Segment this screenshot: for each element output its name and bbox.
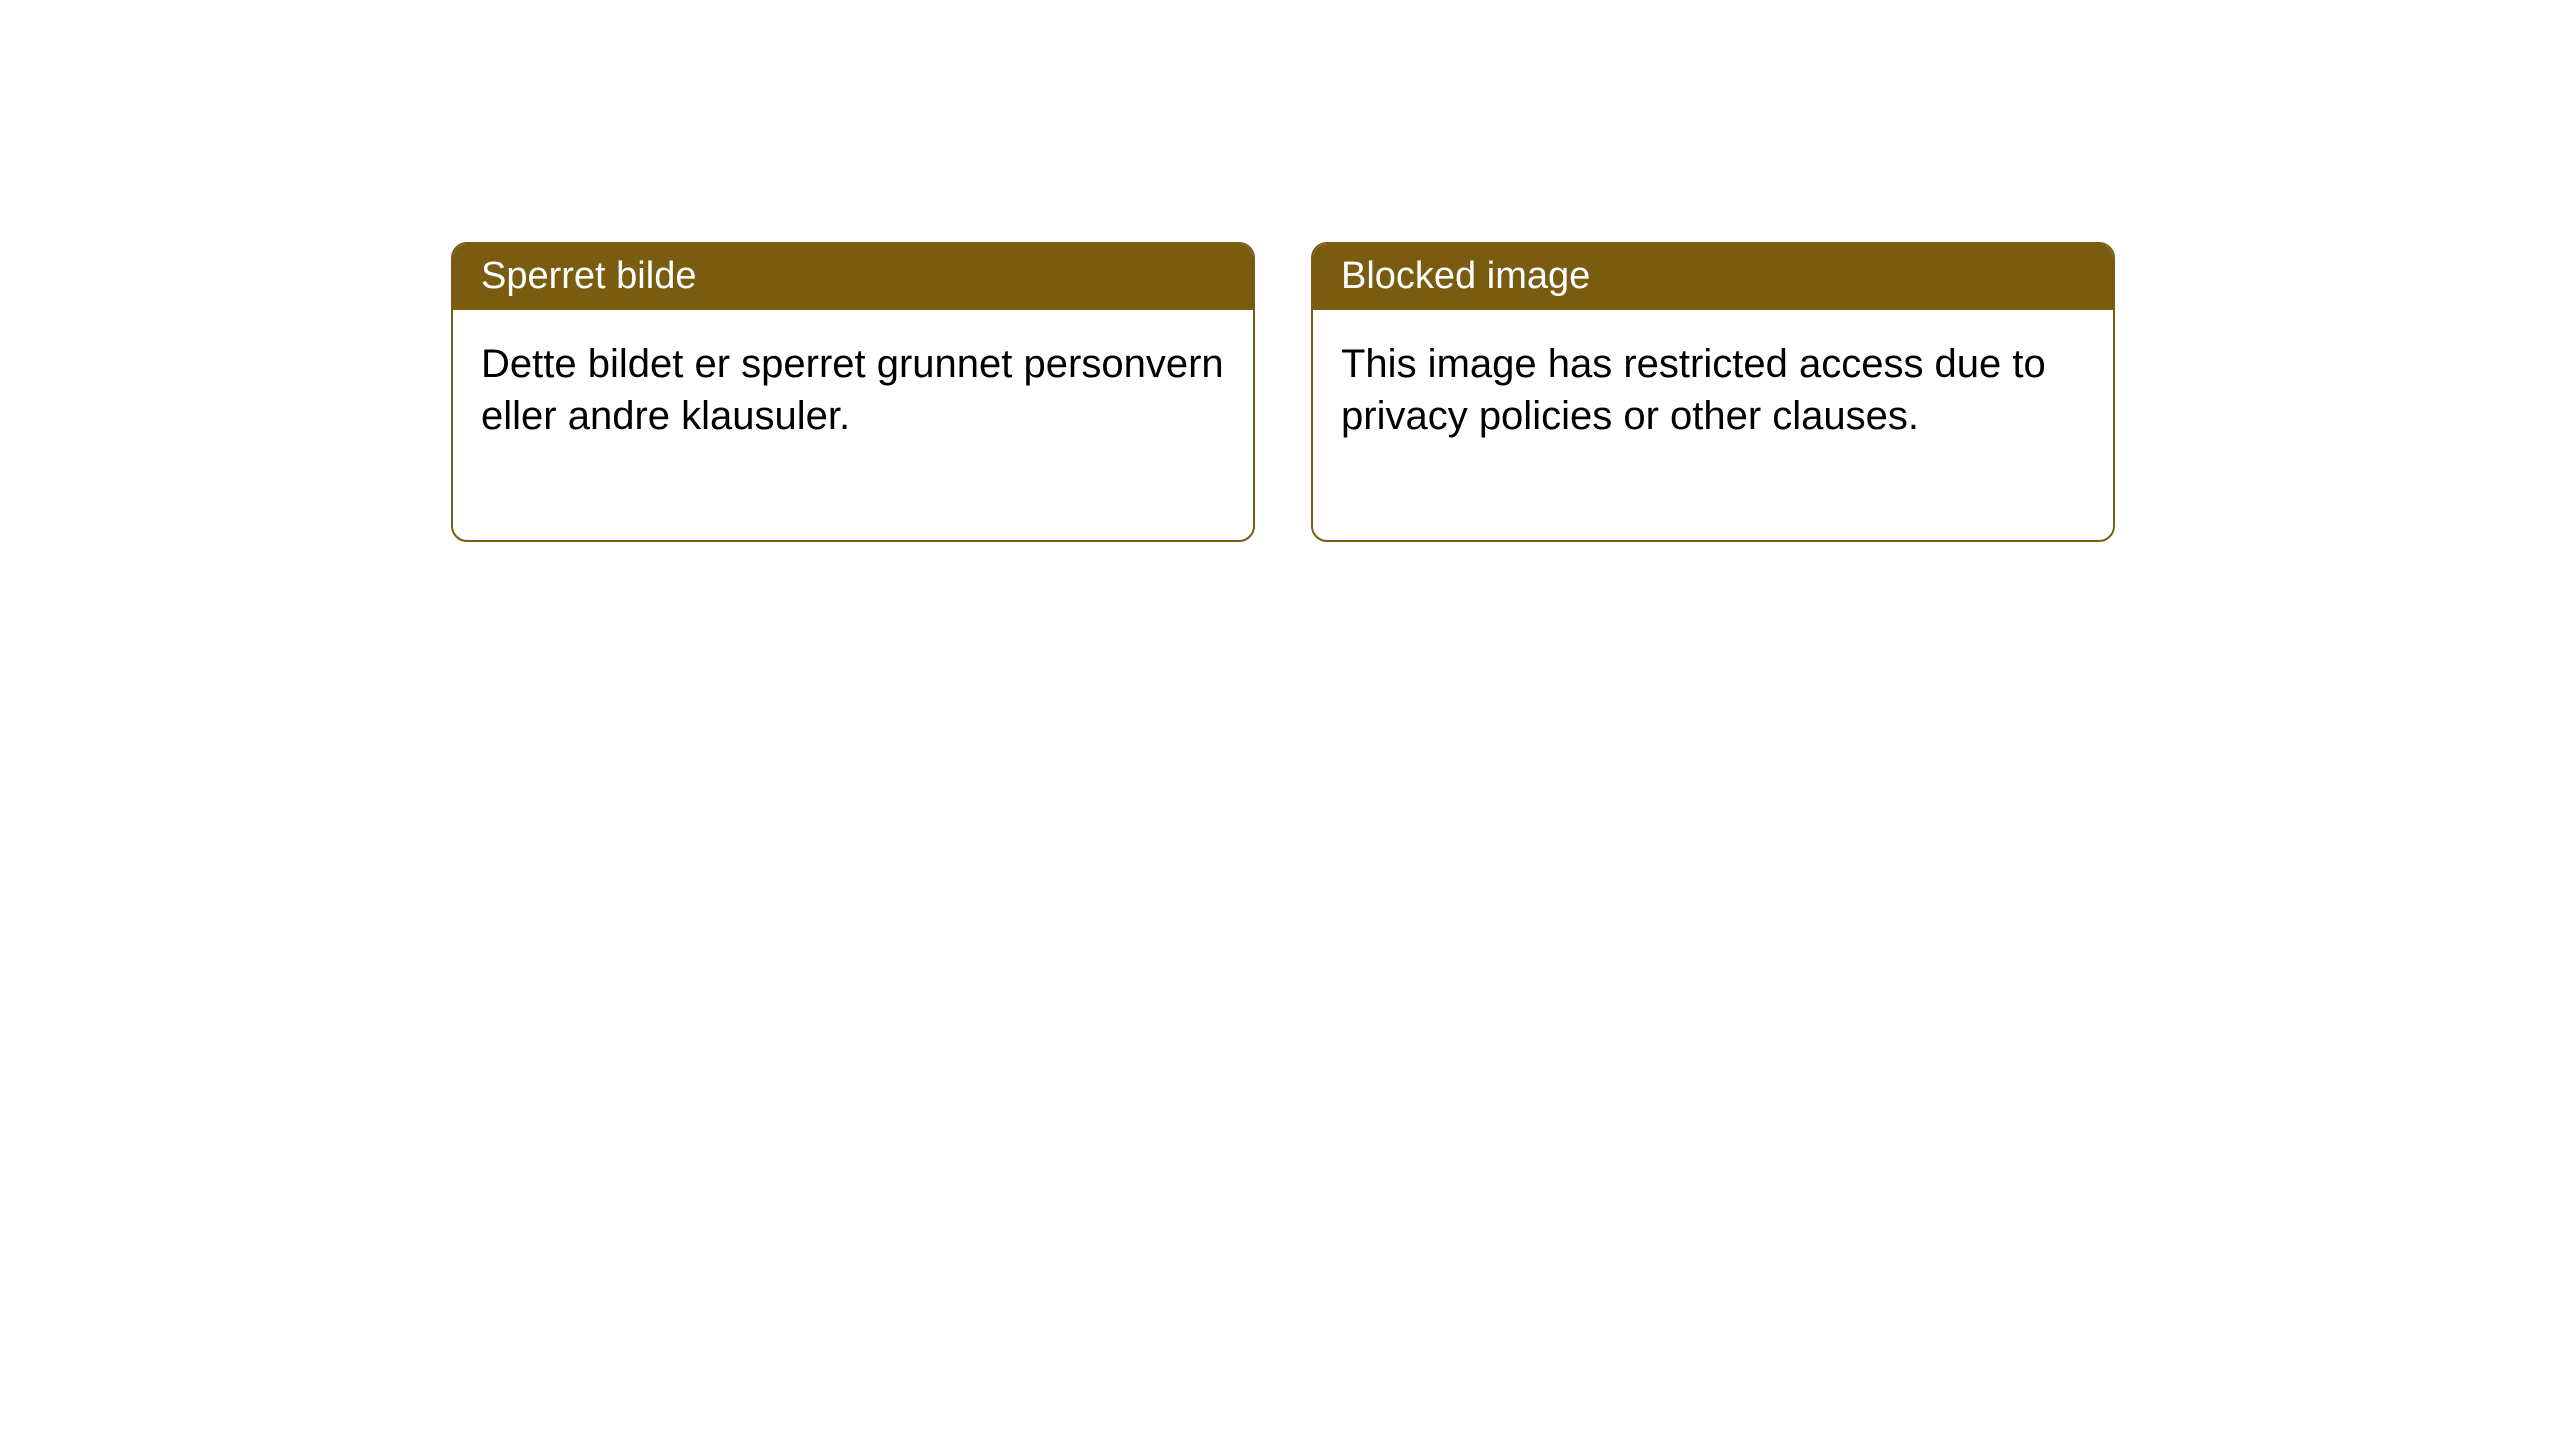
notice-box-en: Blocked image This image has restricted … [1311,242,2115,542]
notice-header-en: Blocked image [1313,244,2113,310]
notice-header-no: Sperret bilde [453,244,1253,310]
notice-container: Sperret bilde Dette bildet er sperret gr… [451,242,2115,542]
notice-body-no: Dette bildet er sperret grunnet personve… [453,310,1253,540]
notice-box-no: Sperret bilde Dette bildet er sperret gr… [451,242,1255,542]
notice-body-en: This image has restricted access due to … [1313,310,2113,540]
